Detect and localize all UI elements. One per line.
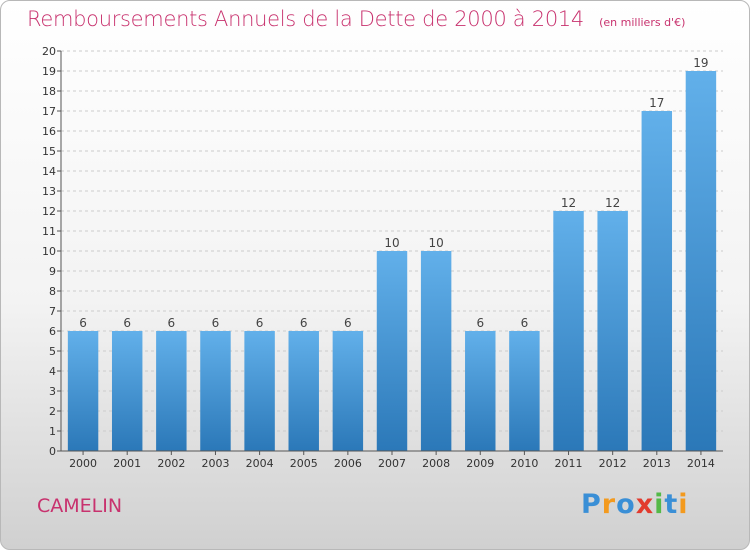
x-tick-label: 2010 bbox=[510, 457, 538, 470]
x-tick-label: 2014 bbox=[687, 457, 715, 470]
y-tick-label: 9 bbox=[49, 265, 56, 278]
bar bbox=[288, 331, 319, 451]
bar bbox=[376, 251, 408, 451]
y-tick-label: 10 bbox=[42, 245, 56, 258]
data-label: 12 bbox=[561, 196, 576, 210]
data-label: 6 bbox=[79, 316, 87, 330]
y-tick-label: 8 bbox=[49, 285, 56, 298]
y-tick-label: 6 bbox=[49, 325, 56, 338]
bar bbox=[156, 331, 187, 451]
y-tick-label: 14 bbox=[42, 165, 56, 178]
x-tick-label: 2013 bbox=[643, 457, 671, 470]
chart-unit: (en milliers d'€) bbox=[599, 16, 686, 29]
data-label: 6 bbox=[123, 316, 131, 330]
y-tick-label: 4 bbox=[49, 365, 56, 378]
bar bbox=[597, 211, 628, 451]
data-label: 6 bbox=[256, 316, 264, 330]
data-label: 6 bbox=[521, 316, 529, 330]
y-tick-label: 13 bbox=[42, 185, 56, 198]
data-label: 6 bbox=[168, 316, 176, 330]
x-tick-label: 2012 bbox=[599, 457, 627, 470]
logo-letter: o bbox=[616, 489, 636, 520]
bar bbox=[685, 71, 717, 451]
logo-letter: P bbox=[581, 489, 602, 520]
bar bbox=[553, 211, 584, 451]
chart-title: Remboursements Annuels de la Dette de 20… bbox=[27, 7, 685, 31]
y-tick-label: 15 bbox=[42, 145, 56, 158]
logo-letter: x bbox=[635, 489, 655, 520]
x-tick-label: 2007 bbox=[378, 457, 406, 470]
y-tick-label: 3 bbox=[49, 385, 56, 398]
y-tick-label: 5 bbox=[49, 345, 56, 358]
y-tick-label: 20 bbox=[42, 45, 56, 58]
bar bbox=[200, 331, 231, 451]
bar bbox=[244, 331, 275, 451]
data-label: 6 bbox=[212, 316, 220, 330]
x-tick-label: 2000 bbox=[69, 457, 97, 470]
y-tick-label: 7 bbox=[49, 305, 56, 318]
data-label: 12 bbox=[605, 196, 620, 210]
x-tick-label: 2001 bbox=[113, 457, 141, 470]
bar bbox=[641, 111, 673, 451]
city-name: CAMELIN bbox=[37, 495, 123, 517]
y-tick-label: 19 bbox=[42, 65, 56, 78]
data-label: 10 bbox=[428, 236, 443, 250]
data-label: 17 bbox=[649, 96, 664, 110]
logo-letter: t bbox=[664, 489, 679, 520]
bars: 6 6 6 6 6 6 6 10 10 6 6 12 12 17 19 bbox=[67, 56, 717, 451]
y-tick-label: 11 bbox=[42, 225, 56, 238]
y-tick-label: 16 bbox=[42, 125, 56, 138]
bar bbox=[332, 331, 364, 451]
x-tick-label: 2002 bbox=[157, 457, 185, 470]
x-tick-label: 2006 bbox=[334, 457, 362, 470]
y-tick-label: 0 bbox=[49, 445, 56, 458]
x-tick-label: 2005 bbox=[290, 457, 318, 470]
data-label: 6 bbox=[300, 316, 308, 330]
data-label: 6 bbox=[344, 316, 352, 330]
bar bbox=[420, 251, 452, 451]
x-tick-label: 2003 bbox=[201, 457, 229, 470]
logo-letter: i bbox=[678, 489, 689, 520]
chart-title-text: Remboursements Annuels de la Dette de 20… bbox=[27, 7, 584, 31]
proxiti-logo: Proxiti bbox=[581, 489, 689, 520]
bar bbox=[67, 331, 99, 451]
y-tick-label: 12 bbox=[42, 205, 56, 218]
data-label: 10 bbox=[384, 236, 399, 250]
y-tick-label: 18 bbox=[42, 85, 56, 98]
x-tick-label: 2009 bbox=[466, 457, 494, 470]
y-tick-label: 17 bbox=[42, 105, 56, 118]
y-tick-label: 2 bbox=[49, 405, 56, 418]
bar bbox=[509, 331, 540, 451]
x-tick-label: 2004 bbox=[246, 457, 274, 470]
bar bbox=[465, 331, 496, 451]
data-label: 6 bbox=[476, 316, 484, 330]
x-tick-label: 2008 bbox=[422, 457, 450, 470]
bar bbox=[111, 331, 143, 451]
logo-letter: r bbox=[601, 489, 617, 520]
logo-letter: i bbox=[654, 489, 665, 520]
x-tick-label: 2011 bbox=[555, 457, 583, 470]
y-tick-label: 1 bbox=[49, 425, 56, 438]
data-label: 19 bbox=[693, 56, 708, 70]
